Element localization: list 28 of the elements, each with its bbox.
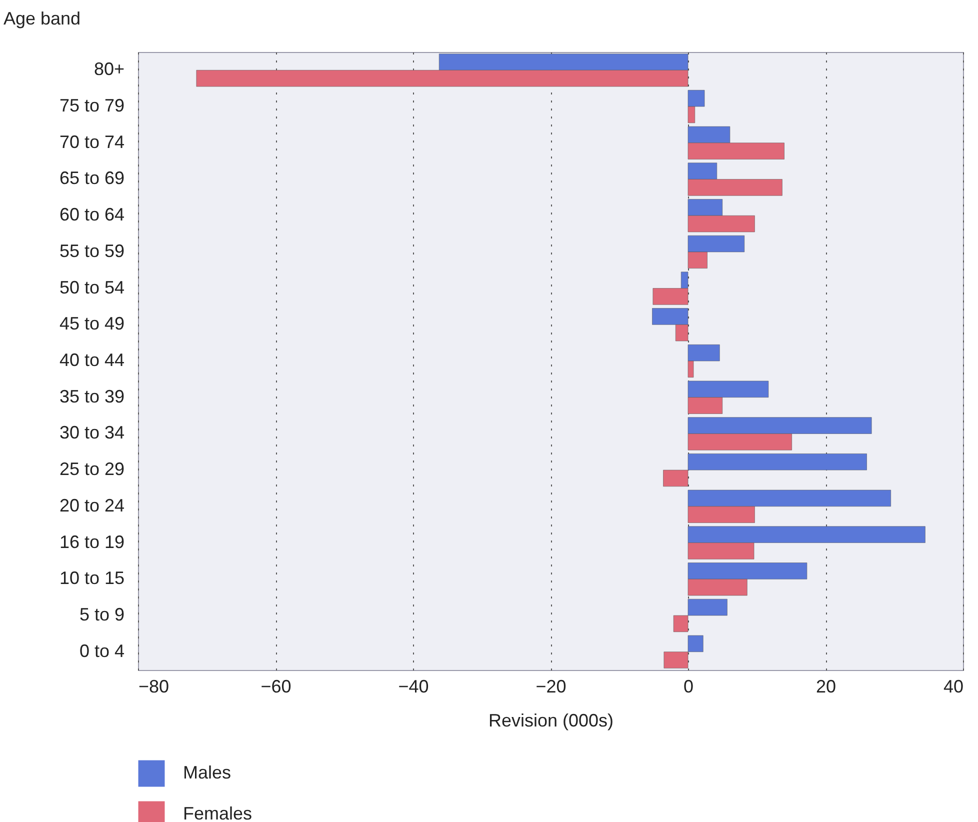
x-tick-label: −40 [398, 676, 429, 696]
y-tick-label: 45 to 49 [59, 314, 124, 334]
x-tick-label: 40 [943, 676, 964, 696]
y-tick-label: 35 to 39 [59, 386, 124, 406]
y-tick-label: 75 to 79 [59, 96, 124, 116]
x-tick-label: −80 [138, 676, 170, 696]
y-tick-label: 40 to 44 [59, 350, 124, 370]
x-tick-label: 20 [816, 676, 836, 696]
y-tick-label: 10 to 15 [59, 568, 124, 588]
y-tick-label: 25 to 29 [59, 459, 124, 480]
y-tick-label: 65 to 69 [59, 168, 124, 188]
legend-label: Males [183, 762, 232, 782]
x-tick-label: 0 [683, 676, 694, 696]
x-axis-title: Revision (000s) [488, 710, 614, 730]
y-tick-label: 50 to 54 [59, 277, 124, 298]
y-tick-label: 80+ [94, 59, 124, 80]
y-tick-label: 70 to 74 [59, 132, 124, 152]
legend-label: Females [183, 804, 252, 822]
y-tick-label: 16 to 19 [59, 532, 124, 552]
x-tick-label: −60 [260, 676, 292, 696]
y-tick-label: 5 to 9 [79, 604, 124, 624]
x-tick-label: −20 [536, 676, 566, 696]
y-tick-label: 55 to 59 [59, 240, 124, 261]
y-tick-label: 30 to 34 [59, 422, 124, 443]
y-tick-label: 60 to 64 [59, 204, 124, 225]
y-tick-label: 20 to 24 [59, 495, 124, 516]
y-tick-label: 0 to 4 [79, 640, 124, 661]
y-axis-title: Age band [4, 8, 81, 28]
